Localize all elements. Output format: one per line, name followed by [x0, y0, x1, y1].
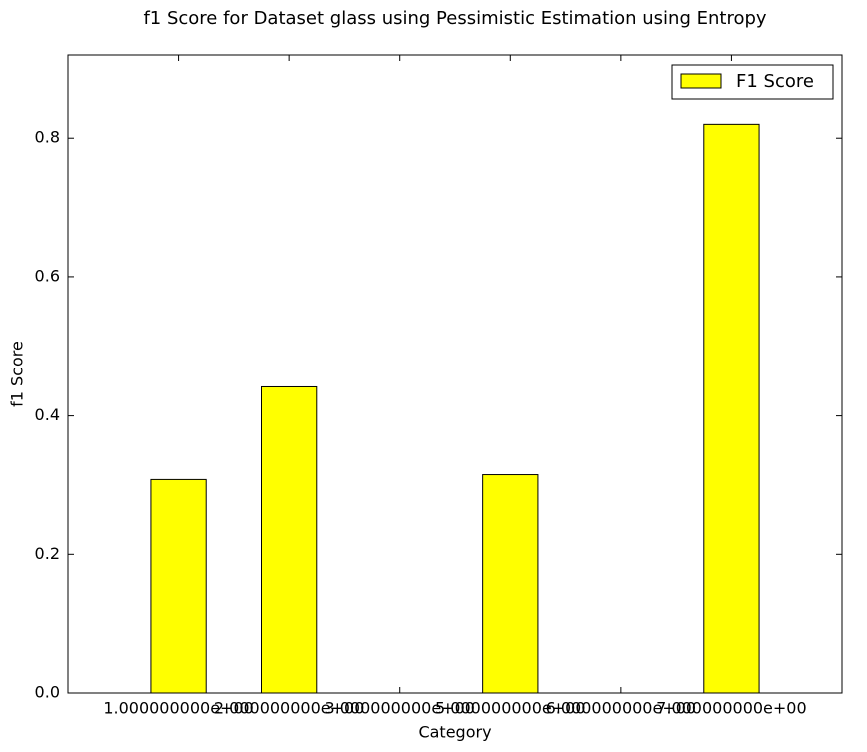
legend-swatch [680, 73, 722, 89]
x-tick-label: 6.000000000e+00 [546, 699, 697, 718]
bar [703, 123, 760, 694]
bar [150, 478, 207, 694]
y-tick-label: 0.2 [35, 544, 60, 563]
x-tick-label: 7.000000000e+00 [656, 699, 807, 718]
plot-frame [67, 54, 843, 694]
x-tick-label: 3.000000000e+00 [324, 699, 475, 718]
y-tick-label: 0.6 [35, 266, 60, 285]
y-tick-label: 0.8 [35, 128, 60, 147]
x-tick-label: 2.000000000e+00 [214, 699, 365, 718]
y-tick-label: 0.0 [35, 683, 60, 702]
y-axis-label: f1 Score [8, 341, 27, 407]
x-tick-label: 1.000000000e+00 [103, 699, 254, 718]
bar [482, 474, 539, 694]
legend-label: F1 Score [736, 71, 814, 92]
y-tick-label: 0.4 [35, 405, 60, 424]
bar [261, 385, 318, 694]
x-tick-label: 5.000000000e+00 [435, 699, 586, 718]
x-axis-label: Category [418, 723, 491, 742]
chart-title: f1 Score for Dataset glass using Pessimi… [143, 8, 766, 29]
